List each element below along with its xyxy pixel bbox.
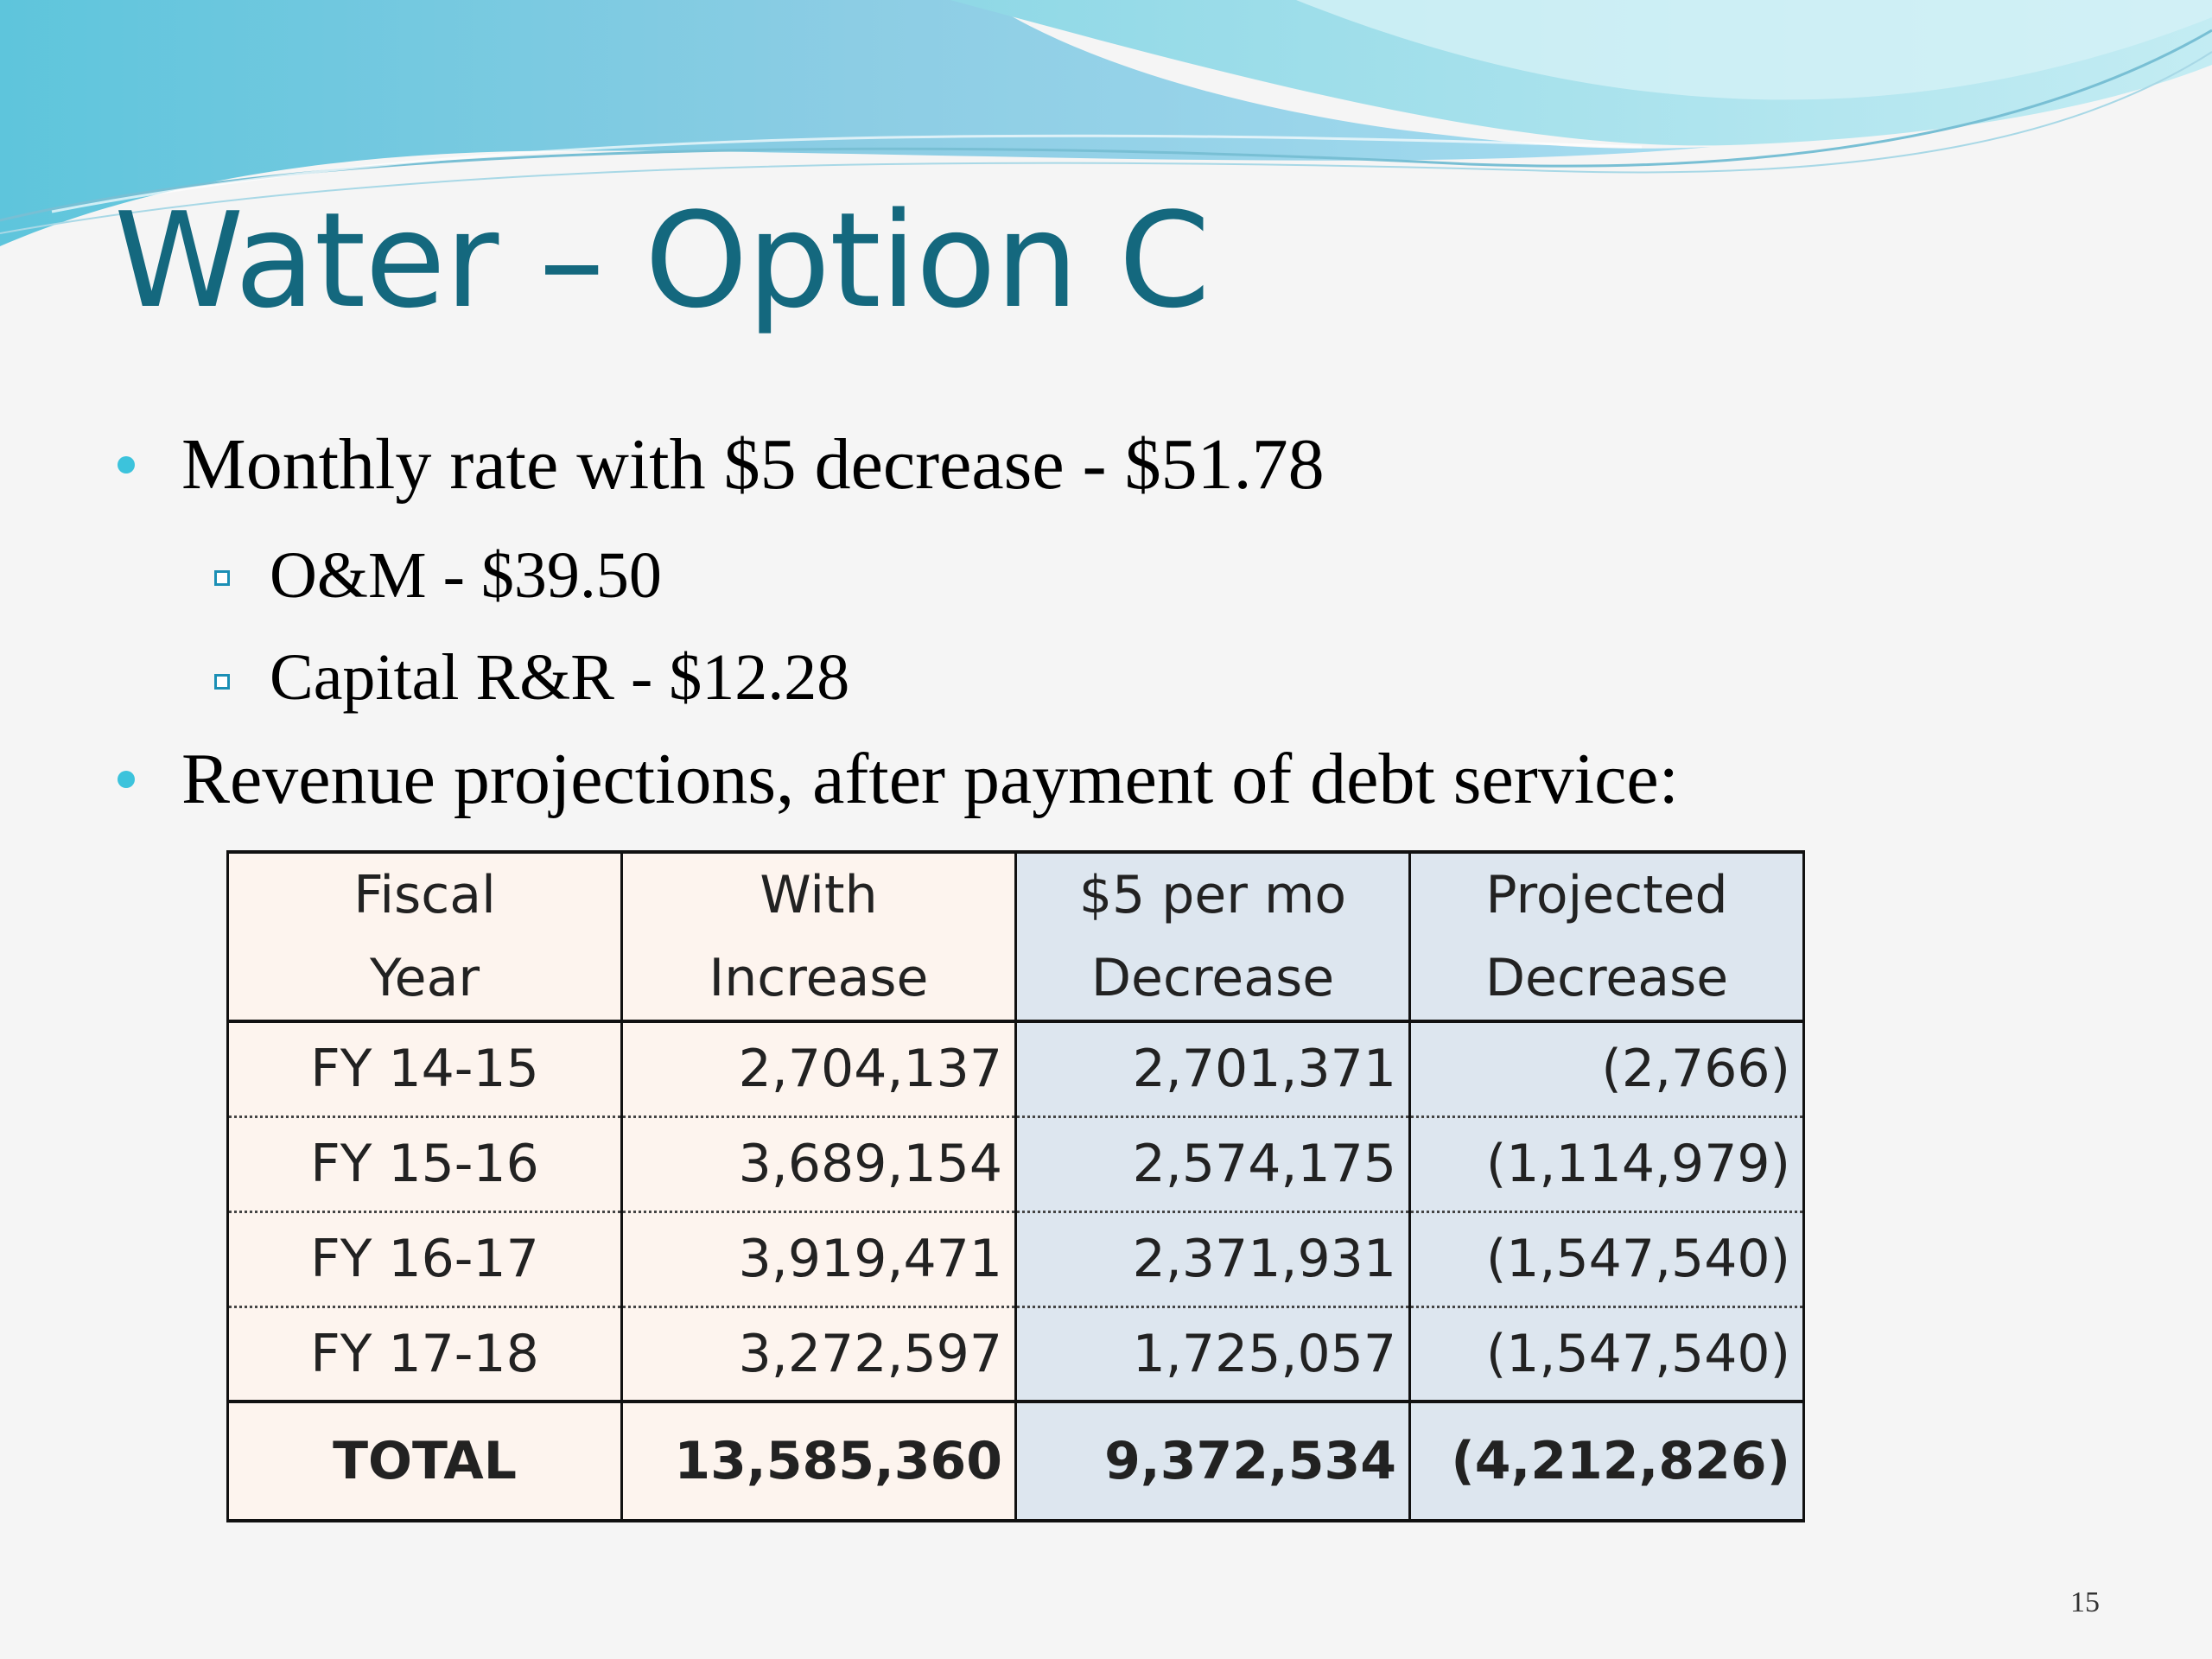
table-row: FY 16-17 3,919,471 2,371,931 (1,547,540)	[226, 1211, 1805, 1308]
projected-decrease-cell: (2,766)	[1408, 1021, 1805, 1118]
revenue-projection-table: Fiscal Year With Increase $5 per mo Decreas…	[226, 850, 1805, 1522]
fiscal-year-cell: FY 17-18	[226, 1306, 623, 1402]
page-number: 15	[2070, 1586, 2100, 1618]
wave-header-decoration	[0, 0, 2212, 246]
total-projected-decrease: (4,212,826)	[1408, 1400, 1805, 1522]
with-increase-cell: 3,272,597	[620, 1306, 1017, 1402]
decrease-5-cell: 1,725,057	[1014, 1306, 1411, 1402]
bullet-dot-icon	[118, 456, 135, 474]
total-label: TOTAL	[226, 1400, 623, 1522]
fiscal-year-cell: FY 16-17	[226, 1211, 623, 1308]
table-row: FY 17-18 3,272,597 1,725,057 (1,547,540)	[226, 1306, 1805, 1402]
header-projected-decrease: Projected Decrease	[1408, 850, 1805, 1023]
decrease-5-cell: 2,371,931	[1014, 1211, 1411, 1308]
sub-bullet-square-icon	[214, 570, 230, 586]
bullet-revenue-projections: Revenue projections, after payment of de…	[181, 739, 1679, 819]
projected-decrease-cell: (1,547,540)	[1408, 1211, 1805, 1308]
fiscal-year-cell: FY 14-15	[226, 1021, 623, 1118]
table-header-row: Fiscal Year With Increase $5 per mo Decreas…	[226, 850, 1805, 1023]
table-row: FY 15-16 3,689,154 2,574,175 (1,114,979)	[226, 1116, 1805, 1213]
decrease-5-cell: 2,701,371	[1014, 1021, 1411, 1118]
total-with-increase: 13,585,360	[620, 1400, 1017, 1522]
slide-title: Water – Option C	[114, 184, 1211, 337]
sub-bullet-square-icon	[214, 674, 230, 690]
bullet-monthly-rate: Monthly rate with $5 decrease - $51.78	[181, 424, 1325, 505]
with-increase-cell: 3,919,471	[620, 1211, 1017, 1308]
bullet-dot-icon	[118, 771, 135, 788]
with-increase-cell: 3,689,154	[620, 1116, 1017, 1213]
sub-bullet-om: O&M - $39.50	[270, 539, 662, 612]
header-fiscal-year: Fiscal Year	[226, 850, 623, 1023]
projected-decrease-cell: (1,547,540)	[1408, 1306, 1805, 1402]
fiscal-year-cell: FY 15-16	[226, 1116, 623, 1213]
total-decrease-5: 9,372,534	[1014, 1400, 1411, 1522]
header-5-per-mo-decrease: $5 per mo Decrease	[1014, 850, 1411, 1023]
table-total-row: TOTAL 13,585,360 9,372,534 (4,212,826)	[226, 1400, 1805, 1522]
table-row: FY 14-15 2,704,137 2,701,371 (2,766)	[226, 1021, 1805, 1118]
with-increase-cell: 2,704,137	[620, 1021, 1017, 1118]
decrease-5-cell: 2,574,175	[1014, 1116, 1411, 1213]
sub-bullet-capital: Capital R&R - $12.28	[270, 641, 850, 714]
header-with-increase: With Increase	[620, 850, 1017, 1023]
projected-decrease-cell: (1,114,979)	[1408, 1116, 1805, 1213]
